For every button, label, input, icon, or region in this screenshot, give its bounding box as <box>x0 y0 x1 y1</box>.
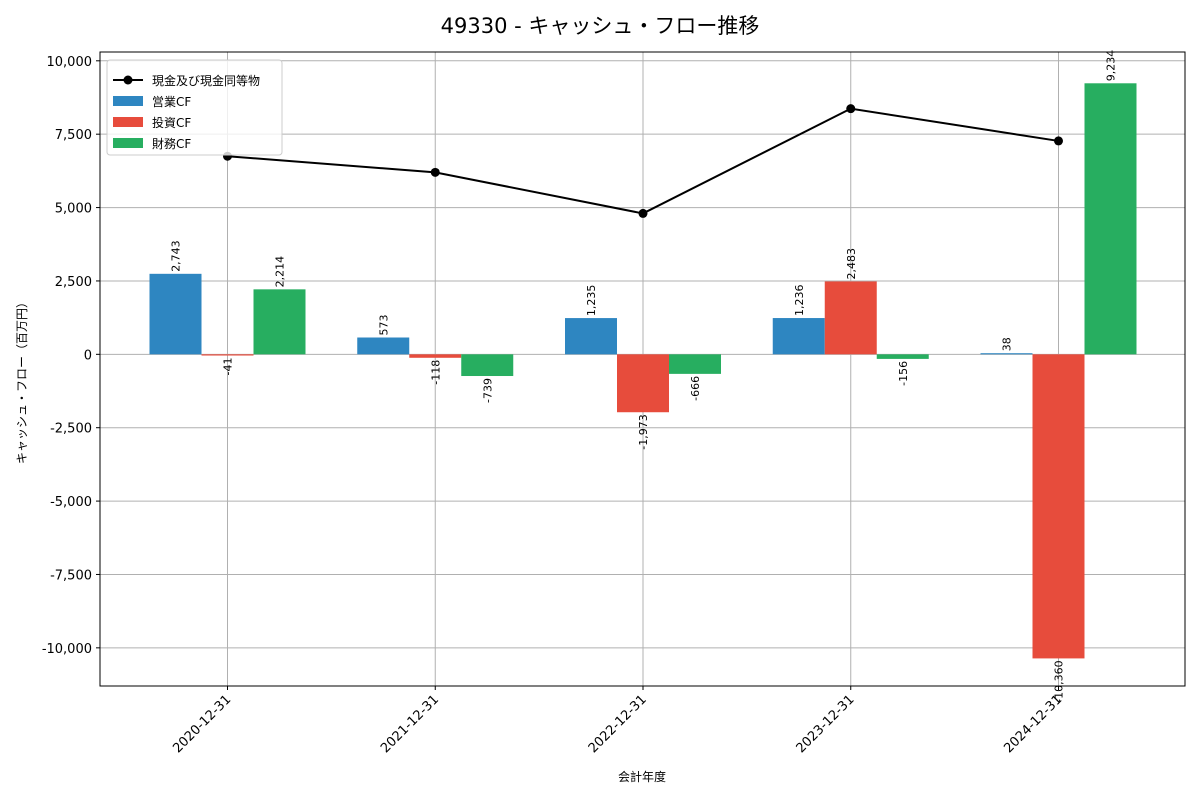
bar-series-1 <box>772 318 825 355</box>
bar-series-2 <box>201 354 254 356</box>
bar-labels: 2,743 573 1,235 1,236 38 -41 -118 -1,973 2,483 -1… <box>170 50 1118 703</box>
y-tick-label: -2,500 <box>50 422 92 437</box>
legend-bar-swatch <box>113 117 143 127</box>
bar-value-label: -739 <box>481 378 494 403</box>
y-tick-label: 2,500 <box>55 275 92 290</box>
bar-series-2 <box>1032 354 1085 659</box>
bar-value-label: -666 <box>689 376 702 401</box>
y-tick-label: 10,000 <box>47 55 93 70</box>
bar-series-3 <box>876 354 929 359</box>
bar-value-label: 9,234 <box>1105 50 1118 82</box>
x-tick-label: 2022-12-31 <box>586 692 650 756</box>
bar-value-label: -1,973 <box>637 414 650 449</box>
cash-line-point <box>638 208 648 218</box>
y-tick-label: 7,500 <box>55 128 92 143</box>
y-axis-label: キャッシュ・フロー（百万円） <box>15 296 29 464</box>
x-tick-label: 2021-12-31 <box>378 692 442 756</box>
bar-value-label: -156 <box>897 361 910 386</box>
bar-series-1 <box>357 337 410 355</box>
bar-value-label: 2,483 <box>845 248 858 280</box>
bar-value-label: 2,743 <box>170 240 183 272</box>
bar-series-2 <box>824 281 877 355</box>
bar-series-1 <box>149 273 202 355</box>
bar-series-2 <box>409 354 462 358</box>
legend-entry-label: 営業CF <box>152 95 191 109</box>
legend-box <box>106 59 283 156</box>
y-tick-label: -7,500 <box>50 568 92 583</box>
x-axis-label: 会計年度 <box>618 769 666 784</box>
chart-title: 49330 - キャッシュ・フロー推移 <box>441 14 760 38</box>
bar-series-1 <box>565 318 617 355</box>
cash-line-point <box>846 104 856 114</box>
legend-entry-label: 投資CF <box>152 115 191 130</box>
bar-value-label: 1,235 <box>585 285 598 317</box>
bar-value-label: -41 <box>222 358 235 376</box>
legend-entry-label: 現金及び現金同等物 <box>152 73 260 88</box>
cash-line-point <box>430 167 440 177</box>
bar-series-3 <box>253 289 306 355</box>
x-tick-label: 2020-12-31 <box>170 692 234 756</box>
bar-value-label: 573 <box>377 315 390 336</box>
bar-value-label: 1,236 <box>793 285 806 317</box>
bar-series-3 <box>1084 83 1137 355</box>
bar-series-1 <box>980 353 1033 355</box>
bars <box>149 83 1137 659</box>
y-tick-label: -5,000 <box>50 495 92 510</box>
bar-series-2 <box>617 354 669 413</box>
legend-bar-swatch <box>113 138 143 148</box>
bar-value-label: -118 <box>429 360 442 385</box>
bar-value-label: 2,214 <box>274 256 287 288</box>
y-axis-ticks: 10,000 7,500 5,000 2,500 0 -2,500 -5,000 -7,500… <box>42 55 100 657</box>
legend-entry-label: 財務CF <box>152 136 191 151</box>
legend-bar-swatch <box>113 96 143 106</box>
x-tick-label: 2024-12-31 <box>1001 692 1065 756</box>
x-tick-label: 2023-12-31 <box>794 692 858 756</box>
bar-series-3 <box>461 354 514 377</box>
legend-line-marker <box>123 75 133 85</box>
y-tick-label: 0 <box>84 348 92 363</box>
y-tick-label: 5,000 <box>55 202 92 217</box>
bar-value-label: 38 <box>1001 337 1014 351</box>
x-axis-ticks: 2020-12-31 2021-12-31 2022-12-31 2023-12-31… <box>170 686 1065 756</box>
cash-line-point <box>1054 136 1063 146</box>
bar-value-label: -10,360 <box>1053 660 1066 702</box>
y-tick-label: -10,000 <box>42 642 92 657</box>
bar-series-3 <box>669 354 721 374</box>
